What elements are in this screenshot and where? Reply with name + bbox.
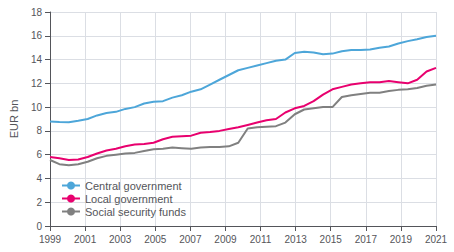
svg-text:6: 6 xyxy=(36,149,42,160)
svg-text:2015: 2015 xyxy=(320,234,343,245)
svg-text:8: 8 xyxy=(36,125,42,136)
svg-text:2003: 2003 xyxy=(109,234,132,245)
svg-text:2021: 2021 xyxy=(425,234,448,245)
svg-text:2005: 2005 xyxy=(144,234,167,245)
svg-text:4: 4 xyxy=(36,173,42,184)
svg-text:Central government: Central government xyxy=(85,180,182,192)
svg-text:16: 16 xyxy=(31,30,43,41)
svg-text:18: 18 xyxy=(31,7,43,18)
svg-text:Social security funds: Social security funds xyxy=(85,206,186,218)
svg-text:2007: 2007 xyxy=(179,234,202,245)
svg-text:10: 10 xyxy=(31,102,43,113)
svg-text:EUR bn: EUR bn xyxy=(8,100,20,139)
svg-text:2013: 2013 xyxy=(285,234,308,245)
svg-text:2: 2 xyxy=(36,197,42,208)
svg-text:2009: 2009 xyxy=(214,234,237,245)
svg-text:Local government: Local government xyxy=(85,193,172,205)
svg-text:14: 14 xyxy=(31,54,43,65)
svg-text:1999: 1999 xyxy=(39,234,62,245)
svg-text:0: 0 xyxy=(36,221,42,232)
svg-text:2019: 2019 xyxy=(390,234,413,245)
svg-text:2001: 2001 xyxy=(74,234,97,245)
svg-text:12: 12 xyxy=(31,78,43,89)
svg-text:2017: 2017 xyxy=(355,234,378,245)
svg-text:2011: 2011 xyxy=(250,234,272,245)
